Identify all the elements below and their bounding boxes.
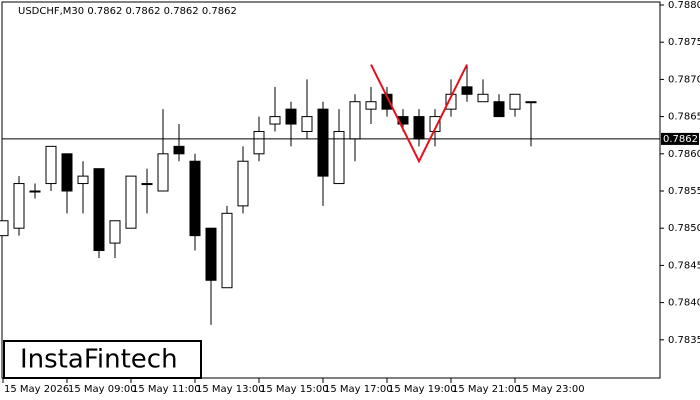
price-label: 0.7862	[663, 134, 698, 145]
candle-body	[237, 160, 249, 207]
candle-body	[317, 108, 329, 177]
y-tick-label: 0.7835	[668, 335, 700, 346]
candle-body	[285, 108, 297, 125]
price-label-box	[661, 132, 699, 145]
y-tick-label: 0.7880	[668, 0, 700, 11]
x-tick-label: 15 May 09:00	[68, 384, 137, 395]
x-tick-label: 15 May 2026	[4, 384, 69, 395]
candle-body	[413, 116, 425, 140]
y-tick-label: 0.7840	[668, 298, 700, 309]
logo-box	[3, 340, 202, 379]
y-tick-label: 0.7850	[668, 223, 700, 234]
x-tick-label: 15 May 11:00	[132, 384, 201, 395]
candle-body	[493, 101, 505, 118]
x-tick-label: 15 May 23:00	[516, 384, 585, 395]
candle-body	[477, 93, 489, 103]
candle-body	[333, 130, 345, 185]
y-tick-label: 0.7875	[668, 37, 700, 48]
candle-body	[189, 160, 201, 237]
x-tick-label: 15 May 21:00	[452, 384, 521, 395]
candle-body	[29, 190, 41, 193]
candle-body	[0, 220, 9, 237]
y-tick-label: 0.7845	[668, 260, 700, 271]
y-tick-label: 0.7870	[668, 74, 700, 85]
candle-body	[77, 175, 89, 185]
pattern-line	[370, 64, 468, 164]
candle-body	[253, 130, 265, 155]
candle-body	[365, 101, 377, 110]
candle-body	[221, 212, 233, 289]
x-tick-label: 15 May 15:00	[260, 384, 329, 395]
candle-body	[429, 116, 441, 132]
candle-body	[13, 183, 25, 229]
y-tick-label: 0.7860	[668, 149, 700, 160]
candle-body	[269, 116, 281, 125]
candle-body	[93, 168, 105, 252]
candle-body	[141, 183, 153, 186]
x-tick-label: 15 May 13:00	[196, 384, 265, 395]
candle-body	[109, 220, 121, 244]
candle-body	[461, 86, 473, 95]
logo: InstaFintech	[20, 345, 178, 375]
x-tick-label: 15 May 17:00	[324, 384, 393, 395]
candle-body	[205, 227, 217, 281]
y-tick-label: 0.7855	[668, 186, 700, 197]
candle-body	[173, 145, 185, 155]
candle-body	[525, 101, 537, 104]
candle-body	[509, 93, 521, 110]
candle-body	[125, 175, 137, 229]
candle-body	[45, 145, 57, 185]
candle-body	[445, 93, 457, 110]
plot-frame	[1, 1, 661, 379]
candle-body	[349, 101, 361, 140]
candle-body	[61, 153, 73, 192]
x-tick-label: 15 May 19:00	[388, 384, 457, 395]
candle-body	[381, 93, 393, 110]
y-tick-label: 0.7865	[668, 112, 700, 123]
chart-title: USDCHF,M30 0.7862 0.7862 0.7862 0.7862	[18, 6, 237, 17]
candle-body	[157, 153, 169, 192]
candle-body	[301, 116, 313, 132]
